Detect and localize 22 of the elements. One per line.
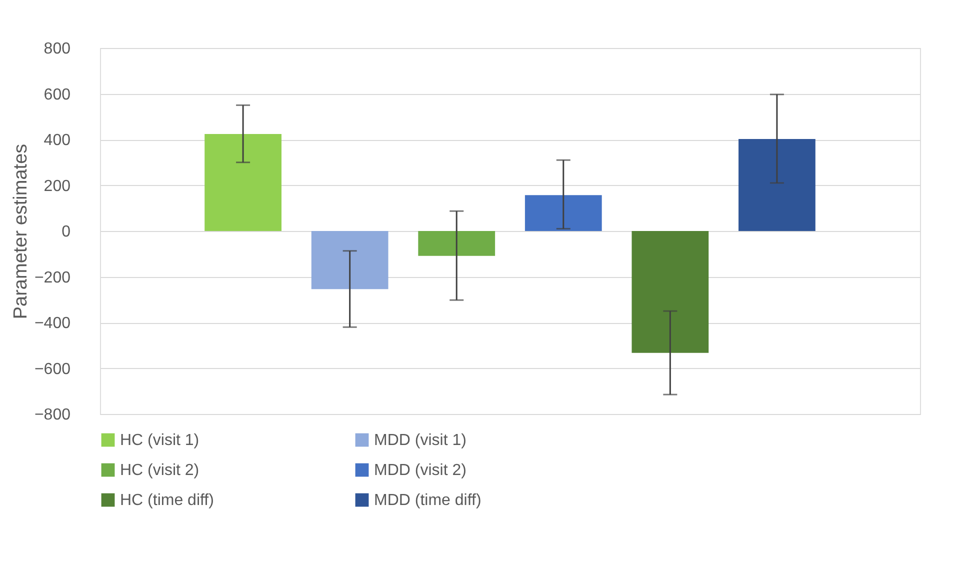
legend-label: MDD (visit 2): [374, 462, 466, 479]
y-axis-title: Parameter estimates: [10, 144, 32, 320]
y-tick-label: −400: [34, 315, 71, 332]
y-tick-label: −800: [34, 406, 71, 424]
legend-label: HC (time diff): [120, 492, 214, 509]
bar: [524, 195, 602, 231]
bar: [738, 139, 816, 231]
bar: [204, 134, 282, 231]
y-tick-label: 600: [44, 86, 71, 104]
bar: [418, 231, 496, 256]
legend-label: MDD (visit 1): [374, 432, 466, 449]
y-tick-label: −200: [34, 269, 71, 286]
y-tick-label: 800: [44, 40, 71, 58]
legend-label: HC (visit 2): [120, 462, 200, 479]
y-tick-label: 400: [44, 132, 71, 149]
y-tick-label: 200: [44, 178, 71, 195]
y-tick-label: −600: [34, 360, 71, 378]
legend-label: HC (visit 1): [120, 432, 200, 449]
y-tick-label: 0: [62, 224, 71, 240]
bar: [632, 231, 709, 353]
bar: [311, 231, 388, 290]
legend-label: MDD (time diff): [374, 492, 482, 509]
